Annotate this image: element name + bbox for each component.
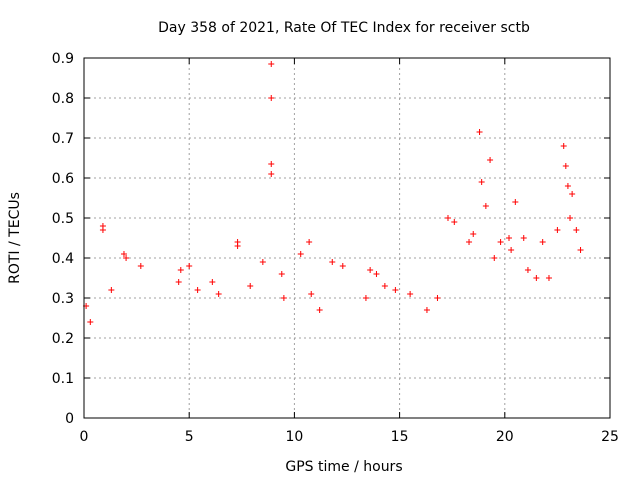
data-point — [306, 239, 313, 245]
data-point — [560, 143, 567, 149]
chart-title: Day 358 of 2021, Rate Of TEC Index for r… — [158, 20, 530, 36]
x-tick-label: 0 — [80, 429, 89, 445]
data-point — [268, 61, 275, 67]
data-point — [545, 275, 552, 281]
data-point — [491, 255, 498, 261]
y-tick-label: 0.2 — [52, 331, 74, 347]
data-point — [177, 267, 184, 273]
y-tick-label: 0.7 — [52, 131, 74, 147]
plot-frame — [83, 57, 611, 419]
x-tick-label: 25 — [601, 429, 619, 445]
data-point — [533, 275, 540, 281]
y-tick-label: 0.6 — [52, 171, 74, 187]
data-point — [373, 271, 380, 277]
data-point — [280, 295, 287, 301]
data-point — [497, 239, 504, 245]
data-point — [577, 247, 584, 253]
data-point — [215, 291, 222, 297]
y-tick-label: 0 — [65, 411, 74, 427]
y-tick-label: 0.1 — [52, 371, 74, 387]
data-point — [268, 161, 275, 167]
data-point — [381, 283, 388, 289]
y-tick-labels: 0 0.1 0.2 0.3 0.4 0.5 0.6 0.7 0.8 0.9 — [52, 51, 74, 427]
data-point — [99, 227, 106, 233]
data-point — [247, 283, 254, 289]
data-point — [567, 215, 574, 221]
data-point — [297, 251, 304, 257]
data-point — [539, 239, 546, 245]
data-point — [562, 163, 569, 169]
data-point — [407, 291, 414, 297]
data-point — [392, 287, 399, 293]
data-point — [554, 227, 561, 233]
data-point — [194, 287, 201, 293]
data-point — [508, 247, 515, 253]
y-tick-label: 0.5 — [52, 211, 74, 227]
data-point — [123, 255, 130, 261]
data-point — [573, 227, 580, 233]
data-point — [209, 279, 216, 285]
y-tick-label: 0.8 — [52, 91, 74, 107]
data-point — [259, 259, 266, 265]
axis-ticks — [83, 57, 611, 419]
data-point — [234, 243, 241, 249]
data-point — [339, 263, 346, 269]
data-point — [108, 287, 115, 293]
grid-lines — [84, 58, 610, 418]
data-point — [87, 319, 94, 325]
data-point — [466, 239, 473, 245]
data-point — [278, 271, 285, 277]
data-point — [308, 291, 315, 297]
data-point — [506, 235, 513, 241]
data-point — [268, 171, 275, 177]
data-point — [451, 219, 458, 225]
x-tick-labels: 0 5 10 15 20 25 — [80, 429, 619, 445]
data-point — [444, 215, 451, 221]
x-tick-label: 5 — [185, 429, 194, 445]
data-point — [434, 295, 441, 301]
data-point — [512, 199, 519, 205]
data-point — [482, 203, 489, 209]
x-tick-label: 10 — [285, 429, 303, 445]
y-tick-label: 0.3 — [52, 291, 74, 307]
y-tick-label: 0.4 — [52, 251, 74, 267]
data-point — [329, 259, 336, 265]
x-axis-label: GPS time / hours — [285, 459, 402, 475]
data-points — [83, 61, 584, 325]
data-point — [362, 295, 369, 301]
x-tick-label: 15 — [391, 429, 409, 445]
data-point — [478, 179, 485, 185]
data-point — [487, 157, 494, 163]
data-point — [175, 279, 182, 285]
data-point — [120, 251, 127, 257]
data-point — [137, 263, 144, 269]
data-point — [470, 231, 477, 237]
data-point — [564, 183, 571, 189]
data-point — [520, 235, 527, 241]
data-point — [268, 95, 275, 101]
data-point — [476, 129, 483, 135]
data-point — [423, 307, 430, 313]
data-point — [316, 307, 323, 313]
data-point — [367, 267, 374, 273]
data-point — [524, 267, 531, 273]
y-axis-label: ROTI / TECUs — [7, 192, 23, 284]
data-point — [569, 191, 576, 197]
y-tick-label: 0.9 — [52, 51, 74, 67]
x-tick-label: 20 — [496, 429, 514, 445]
data-point — [186, 263, 193, 269]
